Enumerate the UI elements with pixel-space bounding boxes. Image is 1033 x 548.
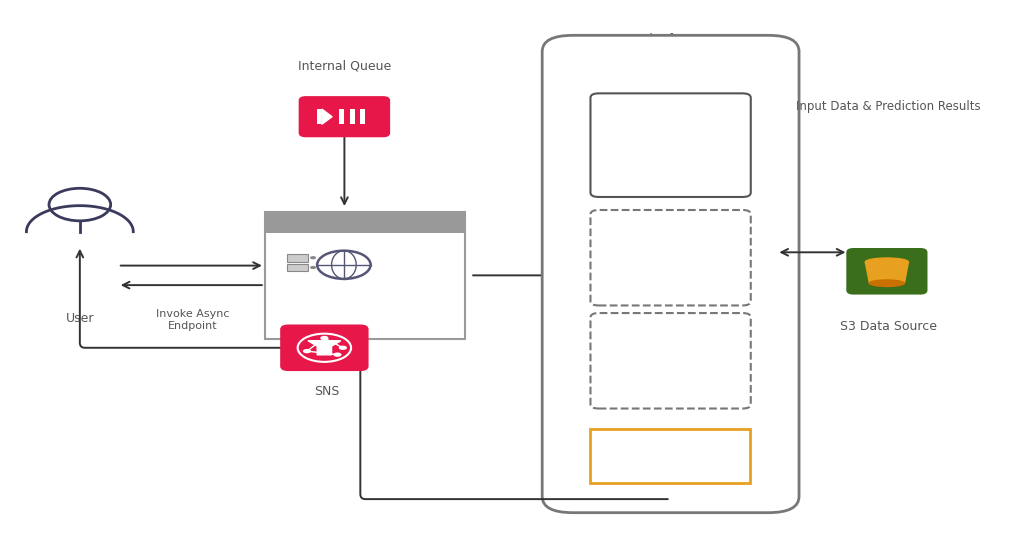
Bar: [349, 109, 354, 124]
Text: Success and Error
Notifications: Success and Error Notifications: [274, 244, 379, 272]
FancyBboxPatch shape: [591, 313, 751, 408]
Circle shape: [334, 352, 342, 357]
Bar: [339, 109, 344, 124]
FancyBboxPatch shape: [591, 93, 751, 197]
Text: S3 Data Source: S3 Data Source: [840, 320, 937, 333]
Text: Inference Code: Inference Code: [623, 449, 718, 462]
Bar: [287, 254, 308, 261]
Bar: [287, 264, 308, 271]
Ellipse shape: [870, 280, 904, 287]
FancyBboxPatch shape: [300, 97, 389, 136]
Circle shape: [310, 266, 316, 269]
FancyBboxPatch shape: [847, 249, 927, 294]
Circle shape: [320, 336, 328, 340]
FancyBboxPatch shape: [591, 210, 751, 305]
Text: Internal Queue: Internal Queue: [299, 60, 392, 73]
FancyBboxPatch shape: [542, 35, 800, 513]
Text: Managed Infrastructure: Managed Infrastructure: [595, 33, 743, 45]
Text: SNS: SNS: [314, 385, 339, 398]
Ellipse shape: [866, 258, 908, 266]
Circle shape: [303, 349, 311, 353]
Bar: [359, 109, 365, 124]
Text: ml
instance: ml instance: [644, 131, 697, 159]
Text: User: User: [65, 312, 94, 325]
Text: Input Data & Prediction Results: Input Data & Prediction Results: [796, 100, 980, 113]
Bar: [264, 212, 465, 233]
Circle shape: [339, 346, 347, 350]
Polygon shape: [308, 341, 341, 355]
Circle shape: [310, 256, 316, 259]
Polygon shape: [322, 109, 332, 124]
Text: ml
instance: ml instance: [644, 347, 697, 375]
FancyBboxPatch shape: [264, 212, 465, 339]
FancyBboxPatch shape: [591, 429, 750, 483]
FancyBboxPatch shape: [281, 326, 368, 370]
Bar: [317, 109, 321, 124]
Text: ml
instance: ml instance: [644, 244, 697, 272]
Polygon shape: [866, 262, 908, 283]
Text: Async Endpoint: Async Endpoint: [316, 302, 413, 316]
Text: Invoke Async
Endpoint: Invoke Async Endpoint: [156, 309, 229, 331]
